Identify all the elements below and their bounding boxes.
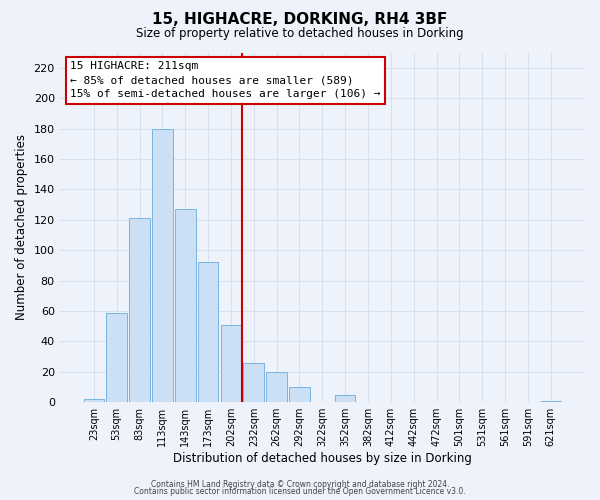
Text: Contains HM Land Registry data © Crown copyright and database right 2024.: Contains HM Land Registry data © Crown c… [151, 480, 449, 489]
Bar [106, 312, 127, 402]
Bar [244, 362, 264, 402]
Bar [221, 324, 241, 402]
Bar [198, 262, 218, 402]
Bar [289, 387, 310, 402]
Bar [83, 399, 104, 402]
Text: 15 HIGHACRE: 211sqm
← 85% of detached houses are smaller (589)
15% of semi-detac: 15 HIGHACRE: 211sqm ← 85% of detached ho… [70, 61, 380, 99]
Text: 15, HIGHACRE, DORKING, RH4 3BF: 15, HIGHACRE, DORKING, RH4 3BF [152, 12, 448, 28]
Y-axis label: Number of detached properties: Number of detached properties [15, 134, 28, 320]
Bar [335, 394, 355, 402]
Bar [175, 209, 196, 402]
Bar [152, 128, 173, 402]
Text: Contains public sector information licensed under the Open Government Licence v3: Contains public sector information licen… [134, 487, 466, 496]
Text: Size of property relative to detached houses in Dorking: Size of property relative to detached ho… [136, 28, 464, 40]
Bar [266, 372, 287, 402]
Bar [541, 400, 561, 402]
Bar [129, 218, 150, 402]
X-axis label: Distribution of detached houses by size in Dorking: Distribution of detached houses by size … [173, 452, 472, 465]
